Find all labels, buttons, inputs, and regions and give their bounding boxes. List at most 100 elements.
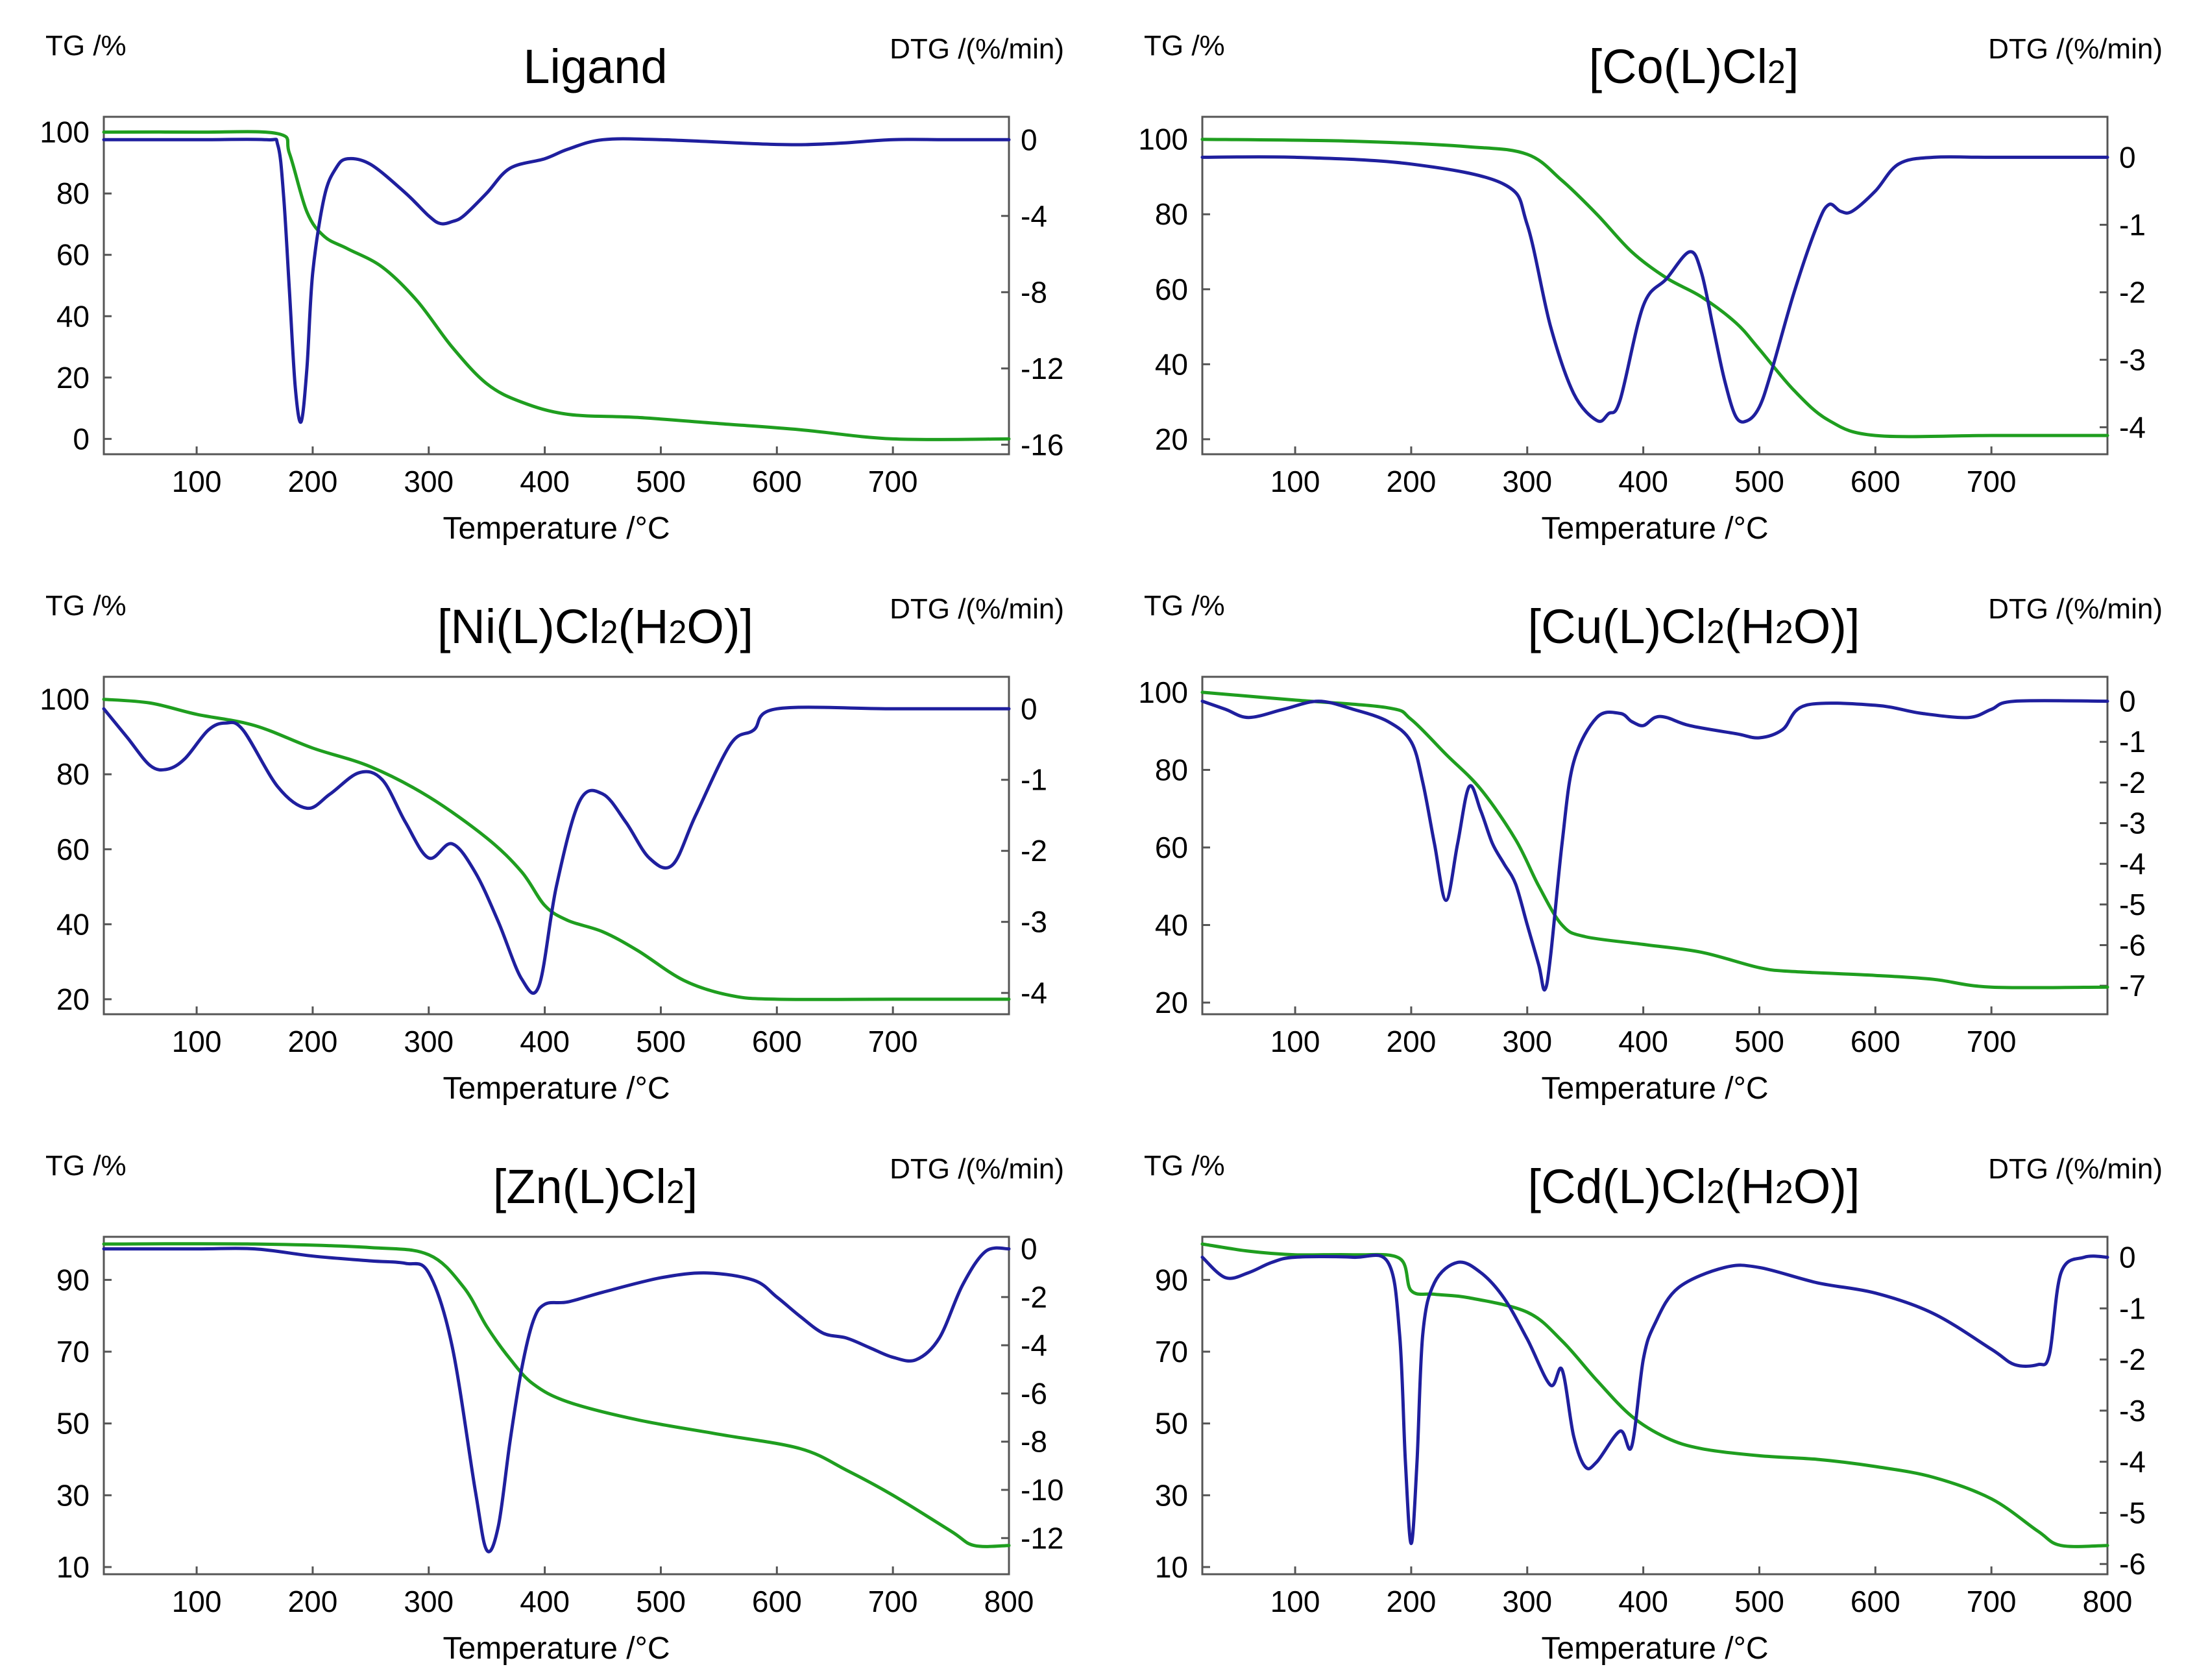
chart-panel-cd-complex: [Cd(L)Cl2(H2O)] TG /% DTG /(%/min) Temperat… (1098, 1120, 2197, 1680)
chart-title-part: [Zn(L)Cl (493, 1160, 666, 1213)
tg-curve (102, 130, 1011, 441)
y-tick-label: 20 (1155, 986, 1188, 1019)
y-tick-label: 80 (1155, 753, 1188, 786)
chart-svg: [Cu(L)Cl2(H2O)]TG /% DTG /(%/min)Temperat… (1138, 590, 2163, 1106)
x-tick-label: 100 (172, 1585, 222, 1618)
x-tick-label: 500 (636, 465, 686, 498)
y-tick-label: 50 (1155, 1407, 1188, 1441)
chart-title-part: (H (1725, 1160, 1775, 1213)
y2-tick-label: -2 (1021, 1280, 1047, 1314)
y-tick-label: 90 (1155, 1263, 1188, 1297)
chart-title-part: 2 (600, 614, 618, 650)
chart-title-part: [Ni(L)Cl (437, 600, 600, 653)
chart-title: [Co(L)Cl2] (1589, 40, 1799, 93)
x-tick-label: 400 (520, 1025, 570, 1058)
x-tick-label: 500 (1734, 1025, 1784, 1058)
x-tick-label: 800 (2083, 1585, 2133, 1618)
x-axis-label: Temperature /°C (443, 1631, 670, 1666)
chart-title: [Ni(L)Cl2(H2O)] (437, 600, 753, 653)
x-tick-label: 300 (1502, 1025, 1552, 1058)
y2-tick-label: -12 (1021, 352, 1063, 385)
right-axis-label: DTG /(%/min) (1988, 593, 2163, 625)
y2-tick-label: -1 (2119, 1291, 2146, 1325)
x-tick-label: 600 (752, 465, 802, 498)
y-tick-label: 0 (73, 422, 90, 456)
chart-title: Ligand (523, 40, 667, 93)
chart-title-part: ] (1786, 40, 1799, 93)
y-tick-label: 80 (56, 177, 90, 210)
chart-svg: [Co(L)Cl2] TG /% DTG /(%/min) Temperature /… (1138, 30, 2163, 546)
chart-title-part: (H (618, 600, 668, 653)
y-tick-label: 60 (1155, 831, 1188, 864)
chart-svg: [Ni(L)Cl2(H2O)]TG /% DTG /(%/min)Temperat… (40, 590, 1064, 1106)
y2-tick-label: -2 (2119, 1343, 2146, 1376)
chart-title-part: O)] (686, 600, 753, 653)
y-tick-label: 60 (1155, 273, 1188, 306)
x-tick-label: 300 (404, 465, 454, 498)
x-tick-label: 100 (172, 1025, 222, 1058)
y-tick-label: 60 (56, 833, 90, 866)
y2-tick-label: -2 (2119, 766, 2146, 799)
x-axis-label: Temperature /°C (1542, 511, 1769, 546)
y-tick-label: 100 (1138, 123, 1188, 156)
chart-title-part: 2 (666, 1174, 685, 1210)
x-tick-label: 600 (752, 1585, 802, 1618)
y-tick-label: 60 (56, 238, 90, 272)
plot-frame (103, 116, 1010, 456)
y2-tick-label: -1 (1021, 763, 1047, 797)
chart-title-part: 2 (1775, 614, 1793, 650)
y2-tick-label: -5 (2119, 888, 2146, 921)
x-tick-label: 100 (1270, 1585, 1320, 1618)
x-tick-label: 200 (288, 1585, 338, 1618)
chart-title-part: 2 (1775, 1174, 1793, 1210)
chart-title-part: ] (685, 1160, 698, 1213)
left-axis-label: TG /% (1144, 30, 1225, 62)
y2-tick-label: -4 (2119, 1445, 2146, 1479)
right-axis-label: DTG /(%/min) (1988, 1153, 2163, 1185)
x-tick-label: 300 (404, 1025, 454, 1058)
x-tick-label: 200 (1387, 1585, 1437, 1618)
x-tick-label: 200 (1387, 465, 1437, 498)
left-axis-label: TG /% (1144, 590, 1225, 622)
x-tick-label: 100 (172, 465, 222, 498)
tg-curve (1200, 138, 2109, 439)
y2-tick-label: -6 (2119, 1547, 2146, 1581)
tg-curve (102, 1242, 1011, 1548)
y2-tick-label: -3 (2119, 1394, 2146, 1428)
chart-title-part: [Co(L)Cl (1589, 40, 1767, 93)
x-tick-label: 600 (752, 1025, 802, 1058)
chart-title-part: O)] (1793, 600, 1860, 653)
y2-tick-label: -5 (2119, 1496, 2146, 1529)
x-tick-label: 600 (1851, 1585, 1900, 1618)
y2-tick-label: 0 (2119, 140, 2136, 174)
y2-tick-label: 0 (1021, 1232, 1038, 1266)
x-tick-label: 400 (1618, 465, 1668, 498)
y2-tick-label: 0 (1021, 123, 1038, 156)
x-tick-label: 400 (1618, 1585, 1668, 1618)
x-tick-label: 500 (1734, 465, 1784, 498)
y2-tick-label: -10 (1021, 1473, 1063, 1507)
tg-curve (1200, 690, 2109, 990)
y2-tick-label: -4 (1021, 1328, 1047, 1362)
y2-tick-label: -4 (2119, 847, 2146, 881)
y-tick-label: 20 (56, 361, 90, 395)
chart-panel-cu-complex: [Cu(L)Cl2(H2O)] TG /% DTG /(%/min) Temperat… (1098, 560, 2197, 1120)
y-tick-label: 90 (56, 1263, 90, 1297)
y-tick-label: 30 (1155, 1478, 1188, 1512)
chart-panel-ligand: Ligand TG /% DTG /(%/min) Temperature /°C 10… (0, 0, 1098, 560)
y2-tick-label: -3 (2119, 343, 2146, 376)
plot-frame (103, 1236, 1010, 1576)
dtg-curve (102, 705, 1011, 995)
chart-svg: [Zn(L)Cl2] TG /% DTG /(%/min) Temperature /… (45, 1150, 1064, 1666)
chart-title-part: [Cu(L)Cl (1528, 600, 1706, 653)
y2-tick-label: -2 (1021, 834, 1047, 868)
x-tick-label: 700 (1967, 1025, 2017, 1058)
chart-title-part: (H (1725, 600, 1775, 653)
chart-svg: [Cd(L)Cl2(H2O)]TG /% DTG /(%/min)Temperat… (1144, 1150, 2163, 1666)
y-tick-label: 40 (1155, 908, 1188, 942)
dtg-curve (1200, 1253, 2109, 1546)
y2-tick-label: 0 (2119, 1241, 2136, 1274)
plot-frame (1201, 1236, 2109, 1576)
x-tick-label: 400 (1618, 1025, 1668, 1058)
